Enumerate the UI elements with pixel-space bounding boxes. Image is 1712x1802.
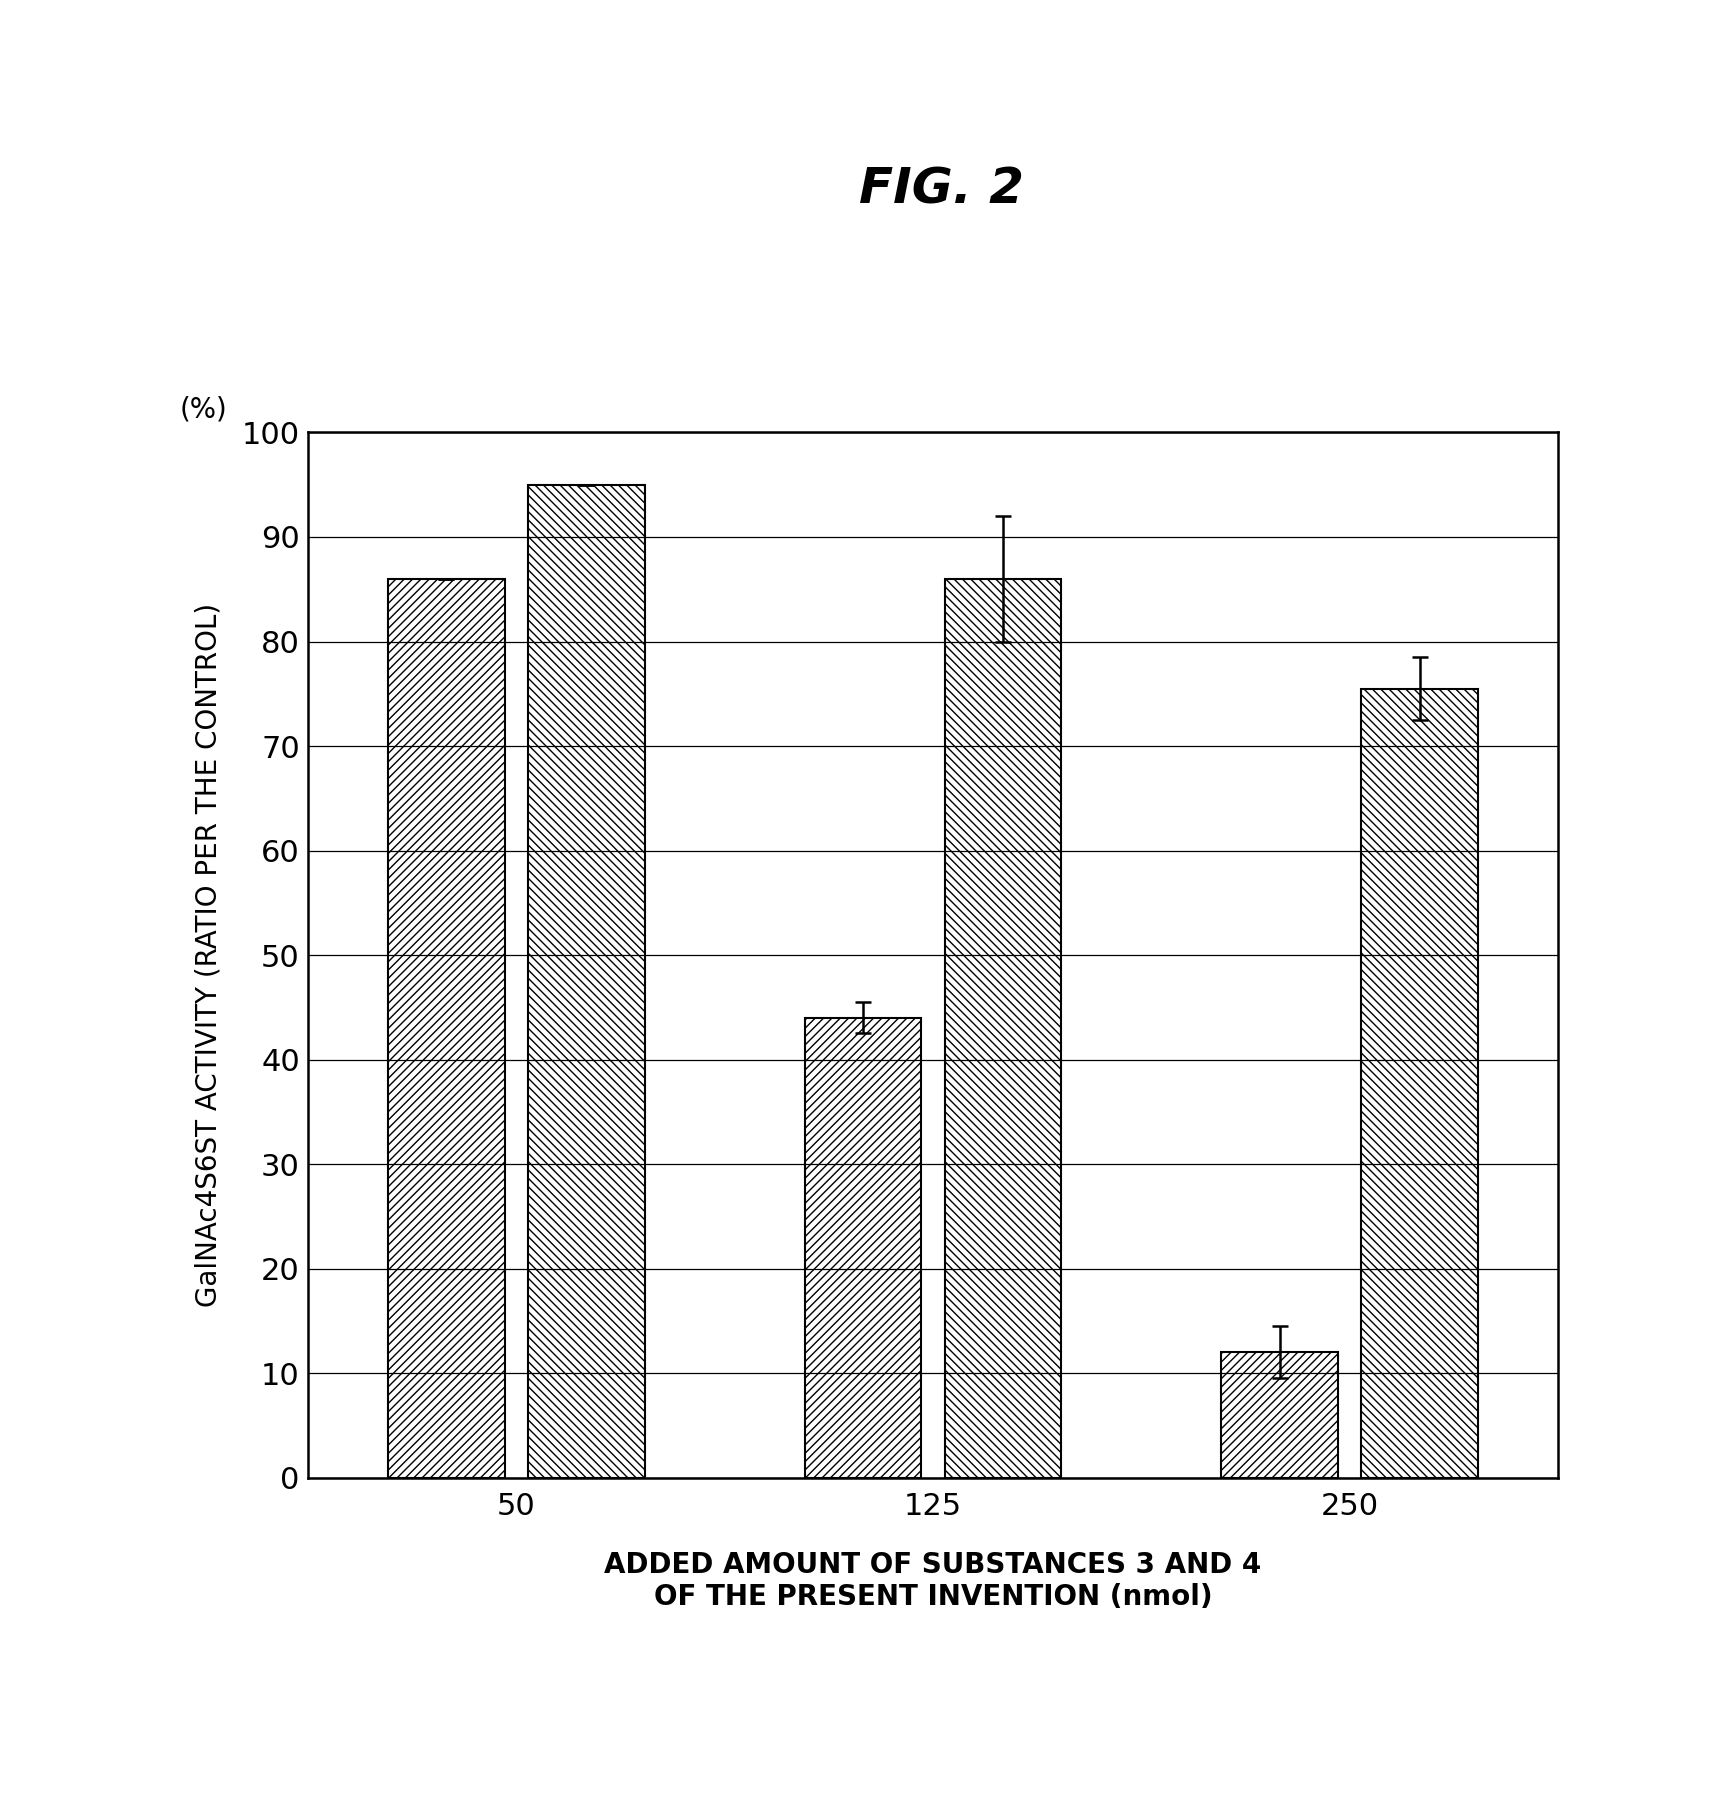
- Text: (%): (%): [180, 395, 228, 423]
- Text: FIG. 2: FIG. 2: [859, 166, 1024, 213]
- Bar: [389, 578, 505, 1478]
- Bar: [1221, 1352, 1339, 1478]
- X-axis label: ADDED AMOUNT OF SUBSTANCES 3 AND 4
OF THE PRESENT INVENTION (nmol): ADDED AMOUNT OF SUBSTANCES 3 AND 4 OF TH…: [604, 1552, 1262, 1611]
- Bar: [527, 485, 645, 1478]
- Bar: [1361, 688, 1477, 1478]
- Y-axis label: GalNAc4S6ST ACTIVITY (RATIO PER THE CONTROL): GalNAc4S6ST ACTIVITY (RATIO PER THE CONT…: [193, 604, 223, 1306]
- Bar: [805, 1018, 921, 1478]
- Bar: [945, 578, 1061, 1478]
